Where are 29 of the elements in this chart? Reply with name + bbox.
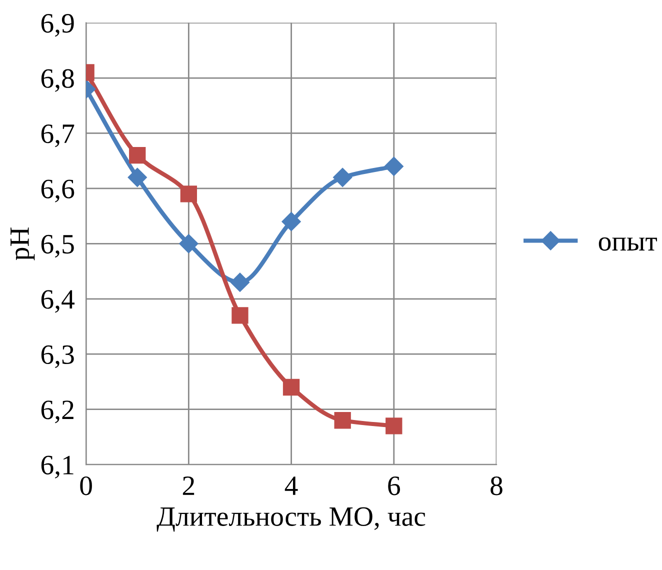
- point: [386, 418, 402, 434]
- y-tick-label: 6,4: [41, 290, 75, 313]
- point: [282, 378, 300, 396]
- x-tick-label: 4: [284, 476, 298, 495]
- y-tick-label: 6,2: [41, 400, 74, 424]
- point: [128, 168, 147, 187]
- point: [179, 234, 198, 254]
- x-axis-title: Длительность МО, час: [156, 507, 426, 532]
- y-axis-title: рН: [10, 228, 35, 260]
- point: [384, 156, 404, 176]
- y-tick-label: 6,5: [41, 234, 74, 258]
- point: [334, 412, 351, 429]
- point: [180, 186, 198, 202]
- point: [232, 307, 248, 324]
- y-tick-label: 6,1: [41, 456, 74, 478]
- y-tick-label: 6,3: [41, 345, 74, 368]
- point: [282, 212, 301, 232]
- y-tick-label: 6,9: [41, 14, 74, 37]
- y-tick-label: 6,6: [41, 180, 74, 202]
- point: [129, 146, 146, 164]
- point: [230, 272, 250, 292]
- y-tick-label: 6,8: [41, 69, 74, 92]
- x-tick-label: 8: [490, 476, 502, 496]
- x-tick-label: 2: [182, 476, 194, 495]
- x-tick-label: 0: [80, 476, 92, 496]
- x-tick-label: 6: [388, 476, 400, 496]
- legend-label: опыт: [598, 237, 657, 251]
- y-tick-label: 6,7: [41, 124, 74, 148]
- point: [333, 168, 352, 187]
